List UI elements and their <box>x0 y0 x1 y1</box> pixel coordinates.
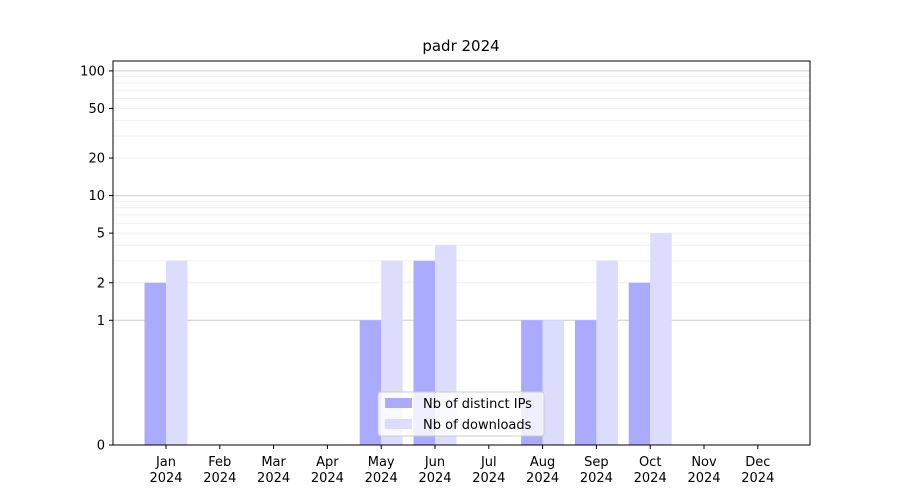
y-tick-label: 20 <box>88 152 105 167</box>
legend-label-downloads: Nb of downloads <box>423 418 532 433</box>
legend: Nb of distinct IPs Nb of downloads <box>377 391 545 437</box>
bar-downloads <box>596 260 618 445</box>
bars <box>144 233 672 445</box>
x-axis: Jan2024Feb2024Mar2024Apr2024May2024Jun20… <box>149 445 774 486</box>
legend-swatch-downloads <box>385 419 412 429</box>
x-tick-label-month: Mar <box>261 455 286 470</box>
y-tick-label: 1 <box>97 314 105 329</box>
y-tick-label: 10 <box>88 189 105 204</box>
y-axis: 0 1 2 5 10 20 50 100 <box>80 64 113 454</box>
y-tick-label: 0 <box>97 439 105 454</box>
x-tick-label-month: Apr <box>316 455 339 470</box>
bar-downloads <box>542 320 565 445</box>
x-tick-label-month: Nov <box>691 455 717 470</box>
bar-distinct-ips <box>359 320 382 445</box>
x-tick-label-month: Sep <box>584 455 609 470</box>
x-tick-label-year: 2024 <box>687 471 720 486</box>
grid <box>113 70 810 321</box>
bar-distinct-ips <box>144 282 166 445</box>
chart-title: padr 2024 <box>422 37 499 55</box>
x-tick-label-year: 2024 <box>203 471 236 486</box>
x-tick-label-year: 2024 <box>365 471 398 486</box>
y-tick-label: 50 <box>88 102 105 117</box>
legend-label-distinct-ips: Nb of distinct IPs <box>423 397 532 412</box>
x-tick-label-year: 2024 <box>257 471 290 486</box>
y-tick-label: 100 <box>80 64 105 79</box>
x-tick-label-year: 2024 <box>418 471 451 486</box>
x-tick-label-month: Jun <box>424 455 445 470</box>
legend-box <box>377 391 545 437</box>
bar-distinct-ips <box>628 282 651 445</box>
x-tick-label-month: Oct <box>639 455 661 470</box>
bar-downloads <box>166 260 188 445</box>
bar-downloads <box>650 233 672 445</box>
y-tick-label: 5 <box>97 227 105 242</box>
x-tick-label-month: Dec <box>745 455 770 470</box>
y-tick-label: 2 <box>97 276 105 291</box>
x-tick-label-year: 2024 <box>741 471 774 486</box>
bar-distinct-ips <box>574 320 597 445</box>
x-tick-label-month: Aug <box>530 455 555 470</box>
x-tick-label-year: 2024 <box>580 471 613 486</box>
x-tick-label-year: 2024 <box>311 471 344 486</box>
x-tick-label-month: Feb <box>208 455 231 470</box>
x-tick-label-year: 2024 <box>149 471 182 486</box>
x-tick-label-month: Jul <box>480 455 497 470</box>
x-tick-label-year: 2024 <box>472 471 505 486</box>
x-tick-label-month: May <box>368 455 395 470</box>
plot-frame <box>112 60 811 446</box>
x-tick-label-year: 2024 <box>526 471 559 486</box>
x-tick-label-month: Jan <box>155 455 176 470</box>
legend-swatch-distinct-ips <box>385 398 412 408</box>
x-tick-label-year: 2024 <box>634 471 667 486</box>
